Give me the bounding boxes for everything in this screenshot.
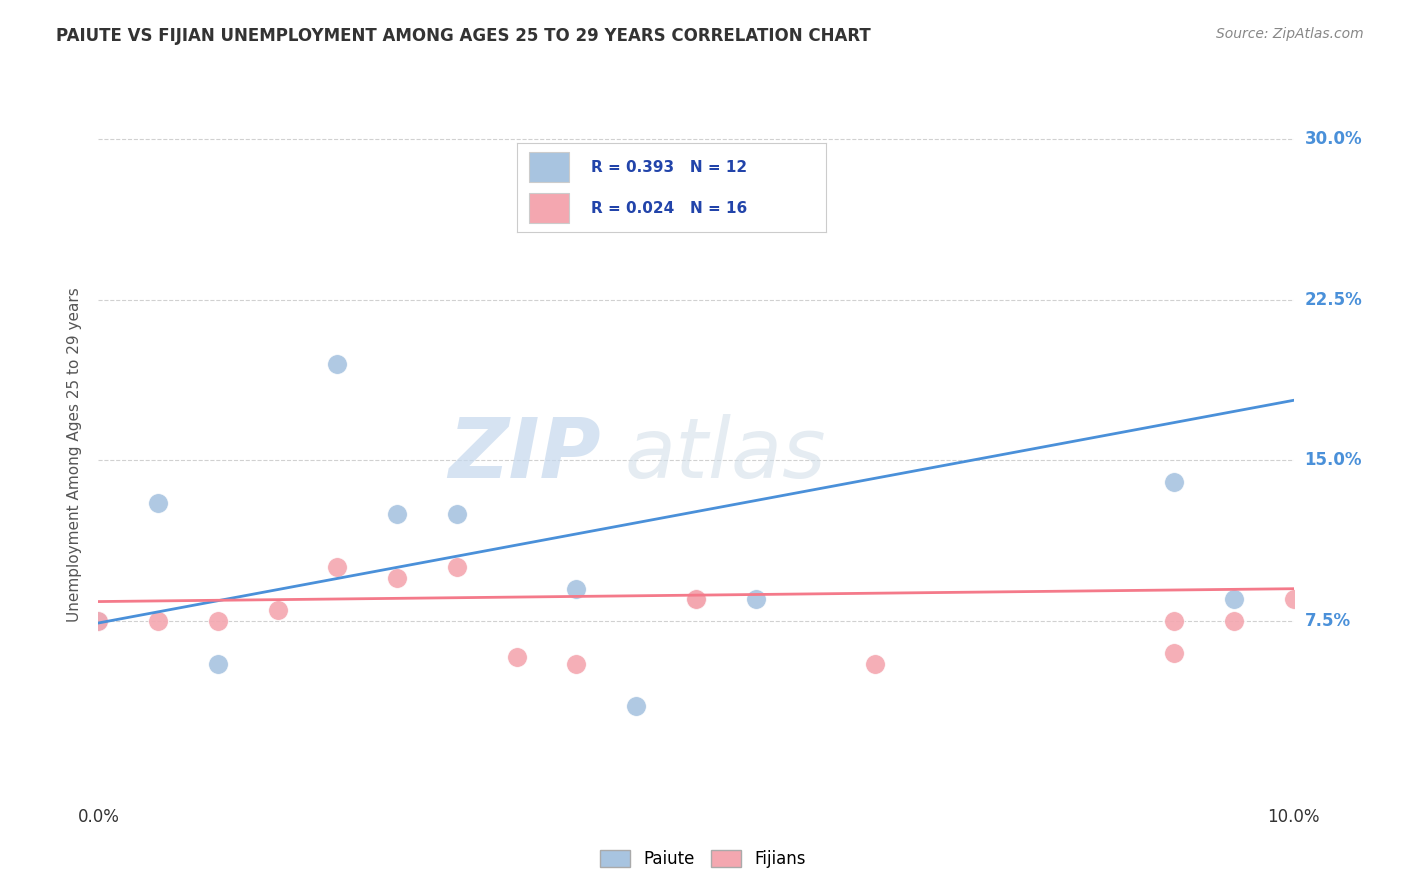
Point <box>148 614 170 628</box>
Text: 22.5%: 22.5% <box>1305 291 1362 309</box>
Text: 7.5%: 7.5% <box>1305 612 1351 630</box>
FancyBboxPatch shape <box>529 152 569 182</box>
Point <box>267 603 290 617</box>
Point <box>1163 475 1185 489</box>
Point <box>685 592 707 607</box>
Point <box>565 582 588 596</box>
Point <box>87 614 110 628</box>
Point <box>506 650 529 665</box>
Point <box>326 357 349 371</box>
Point <box>685 592 707 607</box>
Point <box>148 496 170 510</box>
Point <box>1282 592 1305 607</box>
Text: atlas: atlas <box>624 415 825 495</box>
Text: 15.0%: 15.0% <box>1305 451 1362 469</box>
Point <box>1223 614 1246 628</box>
Legend: Paiute, Fijians: Paiute, Fijians <box>593 843 813 875</box>
Point <box>1163 614 1185 628</box>
Point <box>565 657 588 671</box>
Text: Source: ZipAtlas.com: Source: ZipAtlas.com <box>1216 27 1364 41</box>
Y-axis label: Unemployment Among Ages 25 to 29 years: Unemployment Among Ages 25 to 29 years <box>67 287 83 623</box>
Point <box>446 560 468 574</box>
Text: R = 0.393   N = 12: R = 0.393 N = 12 <box>591 160 747 175</box>
Text: ZIP: ZIP <box>447 415 600 495</box>
Point <box>385 507 409 521</box>
Point <box>745 592 768 607</box>
Point <box>207 614 229 628</box>
Point <box>385 571 409 585</box>
Text: R = 0.024   N = 16: R = 0.024 N = 16 <box>591 201 747 216</box>
Point <box>1223 592 1246 607</box>
Point <box>207 657 229 671</box>
Point <box>446 507 468 521</box>
Point <box>1163 646 1185 660</box>
Point <box>685 592 707 607</box>
Point <box>624 699 647 714</box>
Text: 30.0%: 30.0% <box>1305 130 1362 148</box>
Point <box>87 614 110 628</box>
Point <box>326 560 349 574</box>
Point <box>865 657 887 671</box>
FancyBboxPatch shape <box>529 193 569 223</box>
Text: PAIUTE VS FIJIAN UNEMPLOYMENT AMONG AGES 25 TO 29 YEARS CORRELATION CHART: PAIUTE VS FIJIAN UNEMPLOYMENT AMONG AGES… <box>56 27 870 45</box>
